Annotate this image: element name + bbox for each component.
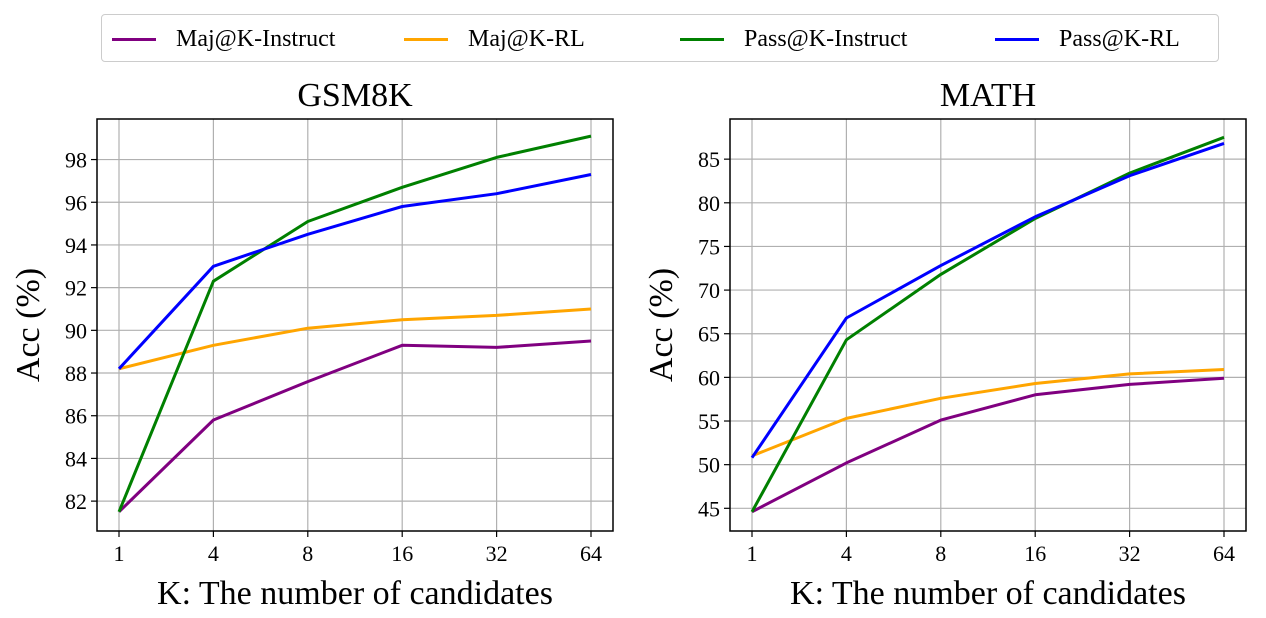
y-tick-label: 88	[65, 361, 87, 386]
series-line-pass-k-instruct	[117, 134, 592, 513]
legend-label: Maj@K-RL	[468, 25, 585, 52]
x-tick-label: 16	[391, 541, 413, 566]
y-tick-label: 45	[698, 496, 720, 521]
y-tick-label: 80	[698, 191, 720, 216]
x-tick-label: 1	[747, 541, 758, 566]
series-line-maj-k-rl	[751, 368, 1225, 458]
legend-swatch	[995, 37, 1039, 41]
y-tick-label: 98	[65, 148, 87, 173]
series-line-pass-k-rl	[750, 141, 1225, 459]
y-tick-label: 94	[65, 233, 87, 258]
chart-title: MATH	[940, 77, 1036, 114]
chart-math: 1 4 8 16 32 64 45 50 55 60 65 70 75 80 85 MATH K: The nu…	[643, 77, 1247, 612]
legend-item-maj-rl: Maj@K-RL	[404, 15, 585, 63]
legend-item-pass-instruct: Pass@K-Instruct	[680, 15, 907, 63]
y-tick-label: 60	[698, 365, 720, 390]
plot-frame	[729, 118, 1247, 532]
y-tick-label: 85	[698, 147, 720, 172]
series-line-maj-k-instruct	[117, 339, 592, 513]
y-tick-label: 65	[698, 322, 720, 347]
y-tick-label: 82	[65, 489, 87, 514]
y-tick-label: 55	[698, 409, 720, 434]
x-tick-label: 4	[841, 541, 852, 566]
x-tick-label: 16	[1024, 541, 1046, 566]
legend-item-pass-rl: Pass@K-RL	[995, 15, 1180, 63]
y-tick-label: 70	[698, 278, 720, 303]
y-axis-label: Acc (%)	[643, 268, 680, 382]
x-tick-label: 32	[1119, 541, 1141, 566]
x-tick-label: 8	[302, 541, 313, 566]
legend-swatch	[112, 37, 156, 41]
x-tick-label: 64	[580, 541, 602, 566]
series-line-maj-k-rl	[118, 307, 592, 371]
y-tick-label: 96	[65, 190, 87, 215]
legend-swatch	[404, 37, 448, 41]
legend-label: Maj@K-Instruct	[176, 25, 336, 52]
x-axis-label: K: The number of candidates	[790, 575, 1186, 612]
legend: Maj@K-Instruct Maj@K-RL Pass@K-Instruct …	[101, 14, 1219, 62]
y-tick-label: 86	[65, 404, 87, 429]
x-tick-label: 8	[935, 541, 946, 566]
x-tick-label: 4	[208, 541, 219, 566]
series-line-pass-k-instruct	[750, 135, 1225, 513]
y-tick-label: 75	[698, 234, 720, 259]
series-line-maj-k-instruct	[751, 376, 1225, 514]
x-tick-label: 1	[114, 541, 125, 566]
legend-swatch	[680, 37, 724, 41]
y-tick-label: 90	[65, 318, 87, 343]
legend-item-maj-instruct: Maj@K-Instruct	[112, 15, 335, 63]
y-tick-label: 50	[698, 453, 720, 478]
legend-label: Pass@K-Instruct	[744, 25, 908, 52]
chart-title: GSM8K	[297, 77, 413, 114]
chart-gsm8k: 1 4 8 16 32 64 82 84 86 88 90 92 94 96 98 GSM8K K: The n…	[10, 77, 614, 612]
x-tick-label: 64	[1213, 541, 1235, 566]
plot-frame	[96, 118, 614, 532]
y-tick-label: 84	[65, 446, 87, 471]
series-line-pass-k-rl	[117, 173, 592, 370]
y-axis-label: Acc (%)	[10, 268, 47, 382]
legend-label: Pass@K-RL	[1059, 25, 1180, 52]
x-tick-label: 32	[486, 541, 508, 566]
x-axis-label: K: The number of candidates	[157, 575, 553, 612]
y-tick-label: 92	[65, 276, 87, 301]
